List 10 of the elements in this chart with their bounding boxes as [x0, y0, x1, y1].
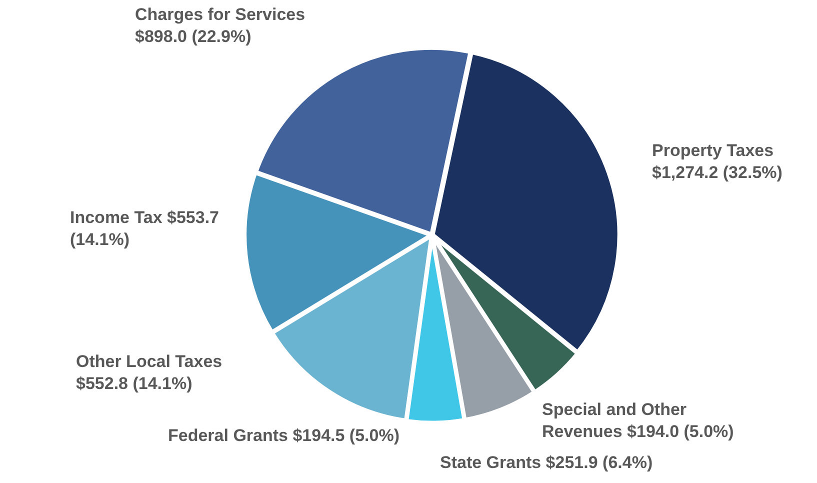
data-label: $898.0 (22.9%)	[135, 27, 252, 46]
slice-label: Property Taxes	[652, 141, 774, 160]
slice-label: State Grants $251.9 (6.4%)	[440, 453, 653, 472]
slice-label: Charges for Services	[135, 5, 306, 24]
slice-label: Income Tax $553.7 (14.1%)	[70, 208, 219, 250]
slice-label: Other Local Taxes	[76, 352, 222, 372]
slice-label: Federal Grants $194.5 (5.0%)	[168, 426, 400, 446]
data-label: $1,274.2 (32.5%)	[652, 163, 782, 182]
data-label: $552.8 (14.1%)	[76, 374, 192, 394]
slice-label: Special and Other Revenues $194.0 (5.0%)	[542, 400, 734, 442]
